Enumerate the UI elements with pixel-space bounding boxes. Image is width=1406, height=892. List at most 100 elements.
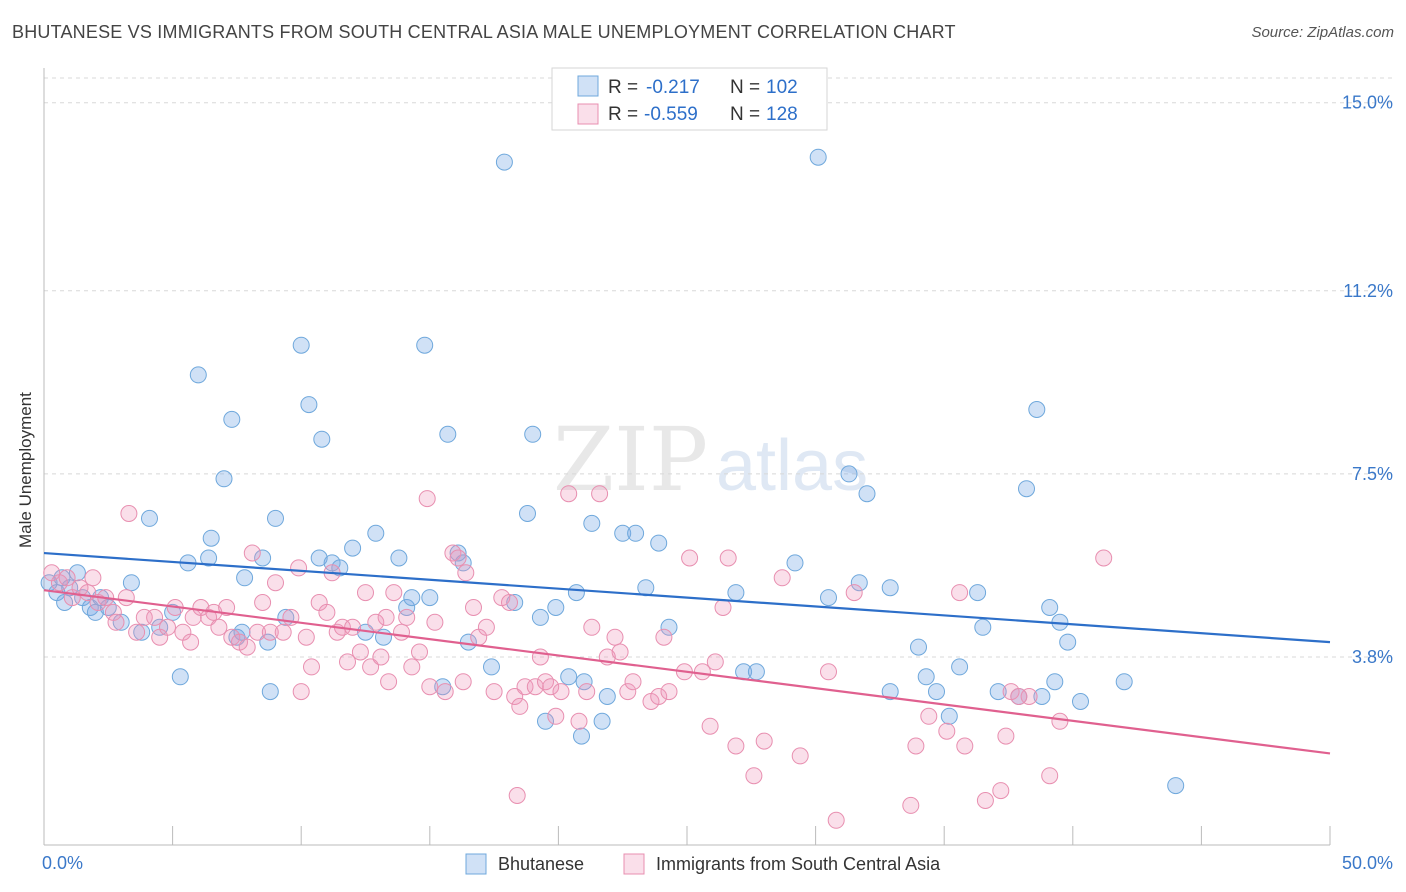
- source-label: Source: ZipAtlas.com: [1251, 24, 1394, 41]
- bhutanese-point: [910, 638, 927, 656]
- bhutanese-point: [531, 608, 549, 626]
- bhutanese-point: [809, 148, 827, 166]
- bhutanese-point: [495, 153, 513, 171]
- immigrant-point: [827, 811, 845, 829]
- immigrant-point: [339, 653, 356, 671]
- immigrant-point: [701, 717, 719, 735]
- immigrant-point: [344, 618, 362, 636]
- immigrant-point: [200, 608, 218, 626]
- bhutanese-point: [1072, 693, 1089, 710]
- immigrant-point: [362, 658, 380, 676]
- bhutanese-point: [747, 663, 765, 681]
- immigrant-point: [303, 658, 320, 676]
- immigrant-point: [58, 569, 76, 587]
- bhutanese-point: [1033, 688, 1051, 705]
- immigrant-point: [1041, 767, 1059, 785]
- bhutanese-point: [86, 603, 104, 621]
- bhutanese-point: [449, 544, 467, 562]
- bhutanese-point: [483, 658, 500, 676]
- immigrant-point: [570, 712, 588, 730]
- immigrant-point: [210, 618, 228, 636]
- immigrant-point: [719, 549, 737, 567]
- bhutanese-point: [547, 599, 565, 616]
- immigrant-point: [624, 673, 642, 691]
- bhutanese-point: [259, 633, 277, 651]
- immigrant-point: [367, 613, 385, 631]
- immigrant-point: [1051, 712, 1069, 730]
- data-points: [40, 148, 1185, 829]
- bhutanese-point: [614, 524, 632, 542]
- bhutanese-point: [917, 668, 935, 686]
- immigrant-point: [357, 584, 374, 602]
- bhutanese-point: [727, 584, 745, 602]
- bhutanese-point: [292, 336, 310, 354]
- immigrant-point: [655, 628, 673, 646]
- bhutanese-point: [267, 509, 284, 527]
- bhutanese-point: [1059, 633, 1077, 651]
- bhutanese-point: [627, 524, 645, 542]
- bhutanese-point: [164, 603, 182, 621]
- immigrant-point: [297, 628, 315, 646]
- legend-box: R = -0.217 N = 102 R = -0.559 N = 128: [551, 67, 828, 131]
- immigrant-point: [385, 584, 403, 602]
- immigrant-point: [714, 599, 732, 616]
- immigrant-point: [907, 737, 925, 755]
- bhutanese-point: [969, 584, 987, 602]
- immigrant-point: [992, 782, 1010, 800]
- bhutanese-point: [416, 336, 434, 354]
- bhutanese-point: [881, 579, 899, 597]
- immigrant-point: [997, 727, 1015, 745]
- immigrant-point: [1020, 688, 1038, 705]
- chart-title: BHUTANESE VS IMMIGRANTS FROM SOUTH CENTR…: [12, 22, 956, 42]
- bhutanese-point: [573, 727, 590, 745]
- bhutanese-point: [398, 599, 416, 616]
- immigrant-point: [318, 603, 336, 621]
- bhutanese-point: [1167, 777, 1185, 795]
- bhutanese-point: [1115, 673, 1133, 691]
- immigrant-point: [552, 683, 570, 701]
- immigrant-point: [84, 569, 102, 587]
- immigrant-point: [845, 584, 863, 602]
- immigrant-point: [377, 608, 395, 626]
- immigrant-point: [436, 683, 454, 701]
- bhutanese-point: [99, 599, 117, 616]
- bhutanese-point: [390, 549, 408, 567]
- immigrant-point: [508, 787, 526, 804]
- bhutanese-point: [403, 589, 421, 607]
- bottom-legend-swatch-pink: [623, 853, 645, 875]
- bhutanese-point: [1046, 673, 1064, 691]
- immigrant-point: [511, 697, 529, 715]
- bhutanese-point: [593, 712, 611, 730]
- immigrant-point: [454, 673, 472, 691]
- immigrant-point: [159, 618, 176, 636]
- immigrant-point: [135, 608, 153, 626]
- bhutanese-point: [940, 707, 958, 725]
- immigrant-point: [578, 683, 596, 701]
- immigrant-point: [820, 663, 837, 681]
- bhutanese-point: [989, 683, 1007, 701]
- bhutanese-point: [820, 589, 837, 607]
- immigrant-point: [727, 737, 745, 755]
- y-tick-label: 3.8%: [1352, 647, 1393, 667]
- bhutanese-point: [367, 524, 385, 542]
- bottom-legend-label: Bhutanese: [498, 854, 584, 874]
- legend-n-label: N =: [730, 104, 760, 125]
- immigrant-point: [1010, 688, 1028, 705]
- immigrant-trend-line: [43, 589, 1331, 755]
- legend-r-value: -0.217: [646, 77, 700, 98]
- immigrant-point: [238, 638, 256, 656]
- immigrant-point: [755, 732, 773, 750]
- immigrant-point: [426, 613, 444, 631]
- bhutanese-point: [261, 683, 279, 701]
- legend-n-value: 128: [766, 104, 798, 125]
- bhutanese-point: [236, 569, 254, 587]
- bottom-legend-swatch-blue: [465, 853, 487, 875]
- bhutanese-point: [951, 658, 969, 676]
- axes: [43, 68, 1331, 846]
- legend-n-label: N =: [730, 77, 760, 98]
- immigrant-point: [547, 707, 565, 725]
- bhutanese-point: [524, 425, 542, 443]
- immigrant-point: [107, 613, 125, 631]
- bhutanese-point: [313, 430, 331, 448]
- immigrant-point: [619, 683, 637, 701]
